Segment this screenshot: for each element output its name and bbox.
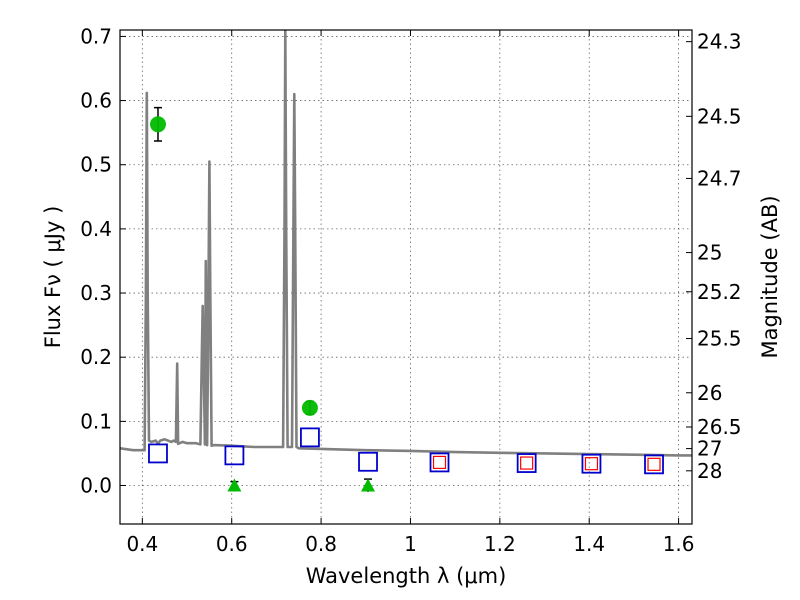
axis-ticks: 0.4 0.6 0.8 1 1.2 1.4 1.6 0.0 0.1 0.2 0.3 0.4 0.5 0.6… (80, 24, 741, 556)
model-spectrum (120, 30, 692, 457)
x-axis-label: Wavelength λ (μm) (306, 564, 507, 588)
model-photometry-square (429, 452, 450, 473)
x-tick-label: 1 (404, 532, 417, 556)
model-photometry-square (148, 443, 168, 464)
right-tick-label: 25 (697, 241, 722, 265)
observed-point (301, 399, 318, 416)
model-photometry-inner-square (584, 457, 599, 471)
model-photometry-inner-square (432, 455, 447, 470)
y-tick-label: 0.3 (80, 281, 112, 305)
grid (120, 30, 692, 524)
model-photometry-inner-square (520, 456, 534, 470)
observed-photometry (149, 106, 376, 492)
y-axis-label: Flux Fν ( μJy ) (41, 206, 65, 349)
right-tick-label: 24.5 (697, 104, 742, 128)
x-tick-label: 0.8 (305, 532, 337, 556)
y-axis-label-right: Magnitude (AB) (758, 195, 782, 358)
y-tick-label: 0.7 (80, 24, 112, 48)
x-tick-label: 0.6 (216, 532, 248, 556)
model-photometry-square (644, 454, 664, 475)
model-photometry-square (516, 453, 537, 473)
upper-limit-marker (227, 478, 242, 492)
right-tick-label: 25.5 (697, 327, 742, 351)
model-photometry-square (224, 445, 245, 466)
right-tick-label: 27 (697, 437, 722, 461)
right-tick-label: 24.3 (697, 30, 742, 54)
upper-limit-marker (361, 478, 376, 492)
y-tick-label: 0.6 (80, 89, 112, 113)
model-spectrum-line (120, 30, 692, 457)
observed-point (149, 116, 166, 133)
right-tick-label: 26 (697, 381, 722, 405)
x-tick-label: 1.2 (484, 532, 516, 556)
plot-frame (119, 29, 693, 525)
right-tick-label: 28 (697, 459, 722, 483)
y-tick-label: 0.2 (80, 345, 112, 369)
right-tick-label: 24.7 (697, 166, 742, 190)
model-photometry-square (358, 451, 378, 472)
right-tick-label: 25.2 (697, 280, 742, 304)
y-tick-label: 0.0 (80, 474, 112, 498)
y-tick-label: 0.1 (80, 409, 112, 433)
x-tick-label: 1.4 (573, 532, 605, 556)
model-photometry (148, 427, 664, 475)
model-photometry-square (581, 453, 602, 474)
right-tick-label: 26.5 (697, 415, 742, 439)
x-tick-label: 0.4 (126, 532, 158, 556)
y-tick-label: 0.4 (80, 217, 112, 241)
x-tick-label: 1.6 (663, 532, 695, 556)
y-tick-label: 0.5 (80, 153, 112, 177)
model-photometry-inner-square (647, 457, 661, 471)
model-photometry-square (300, 427, 320, 448)
